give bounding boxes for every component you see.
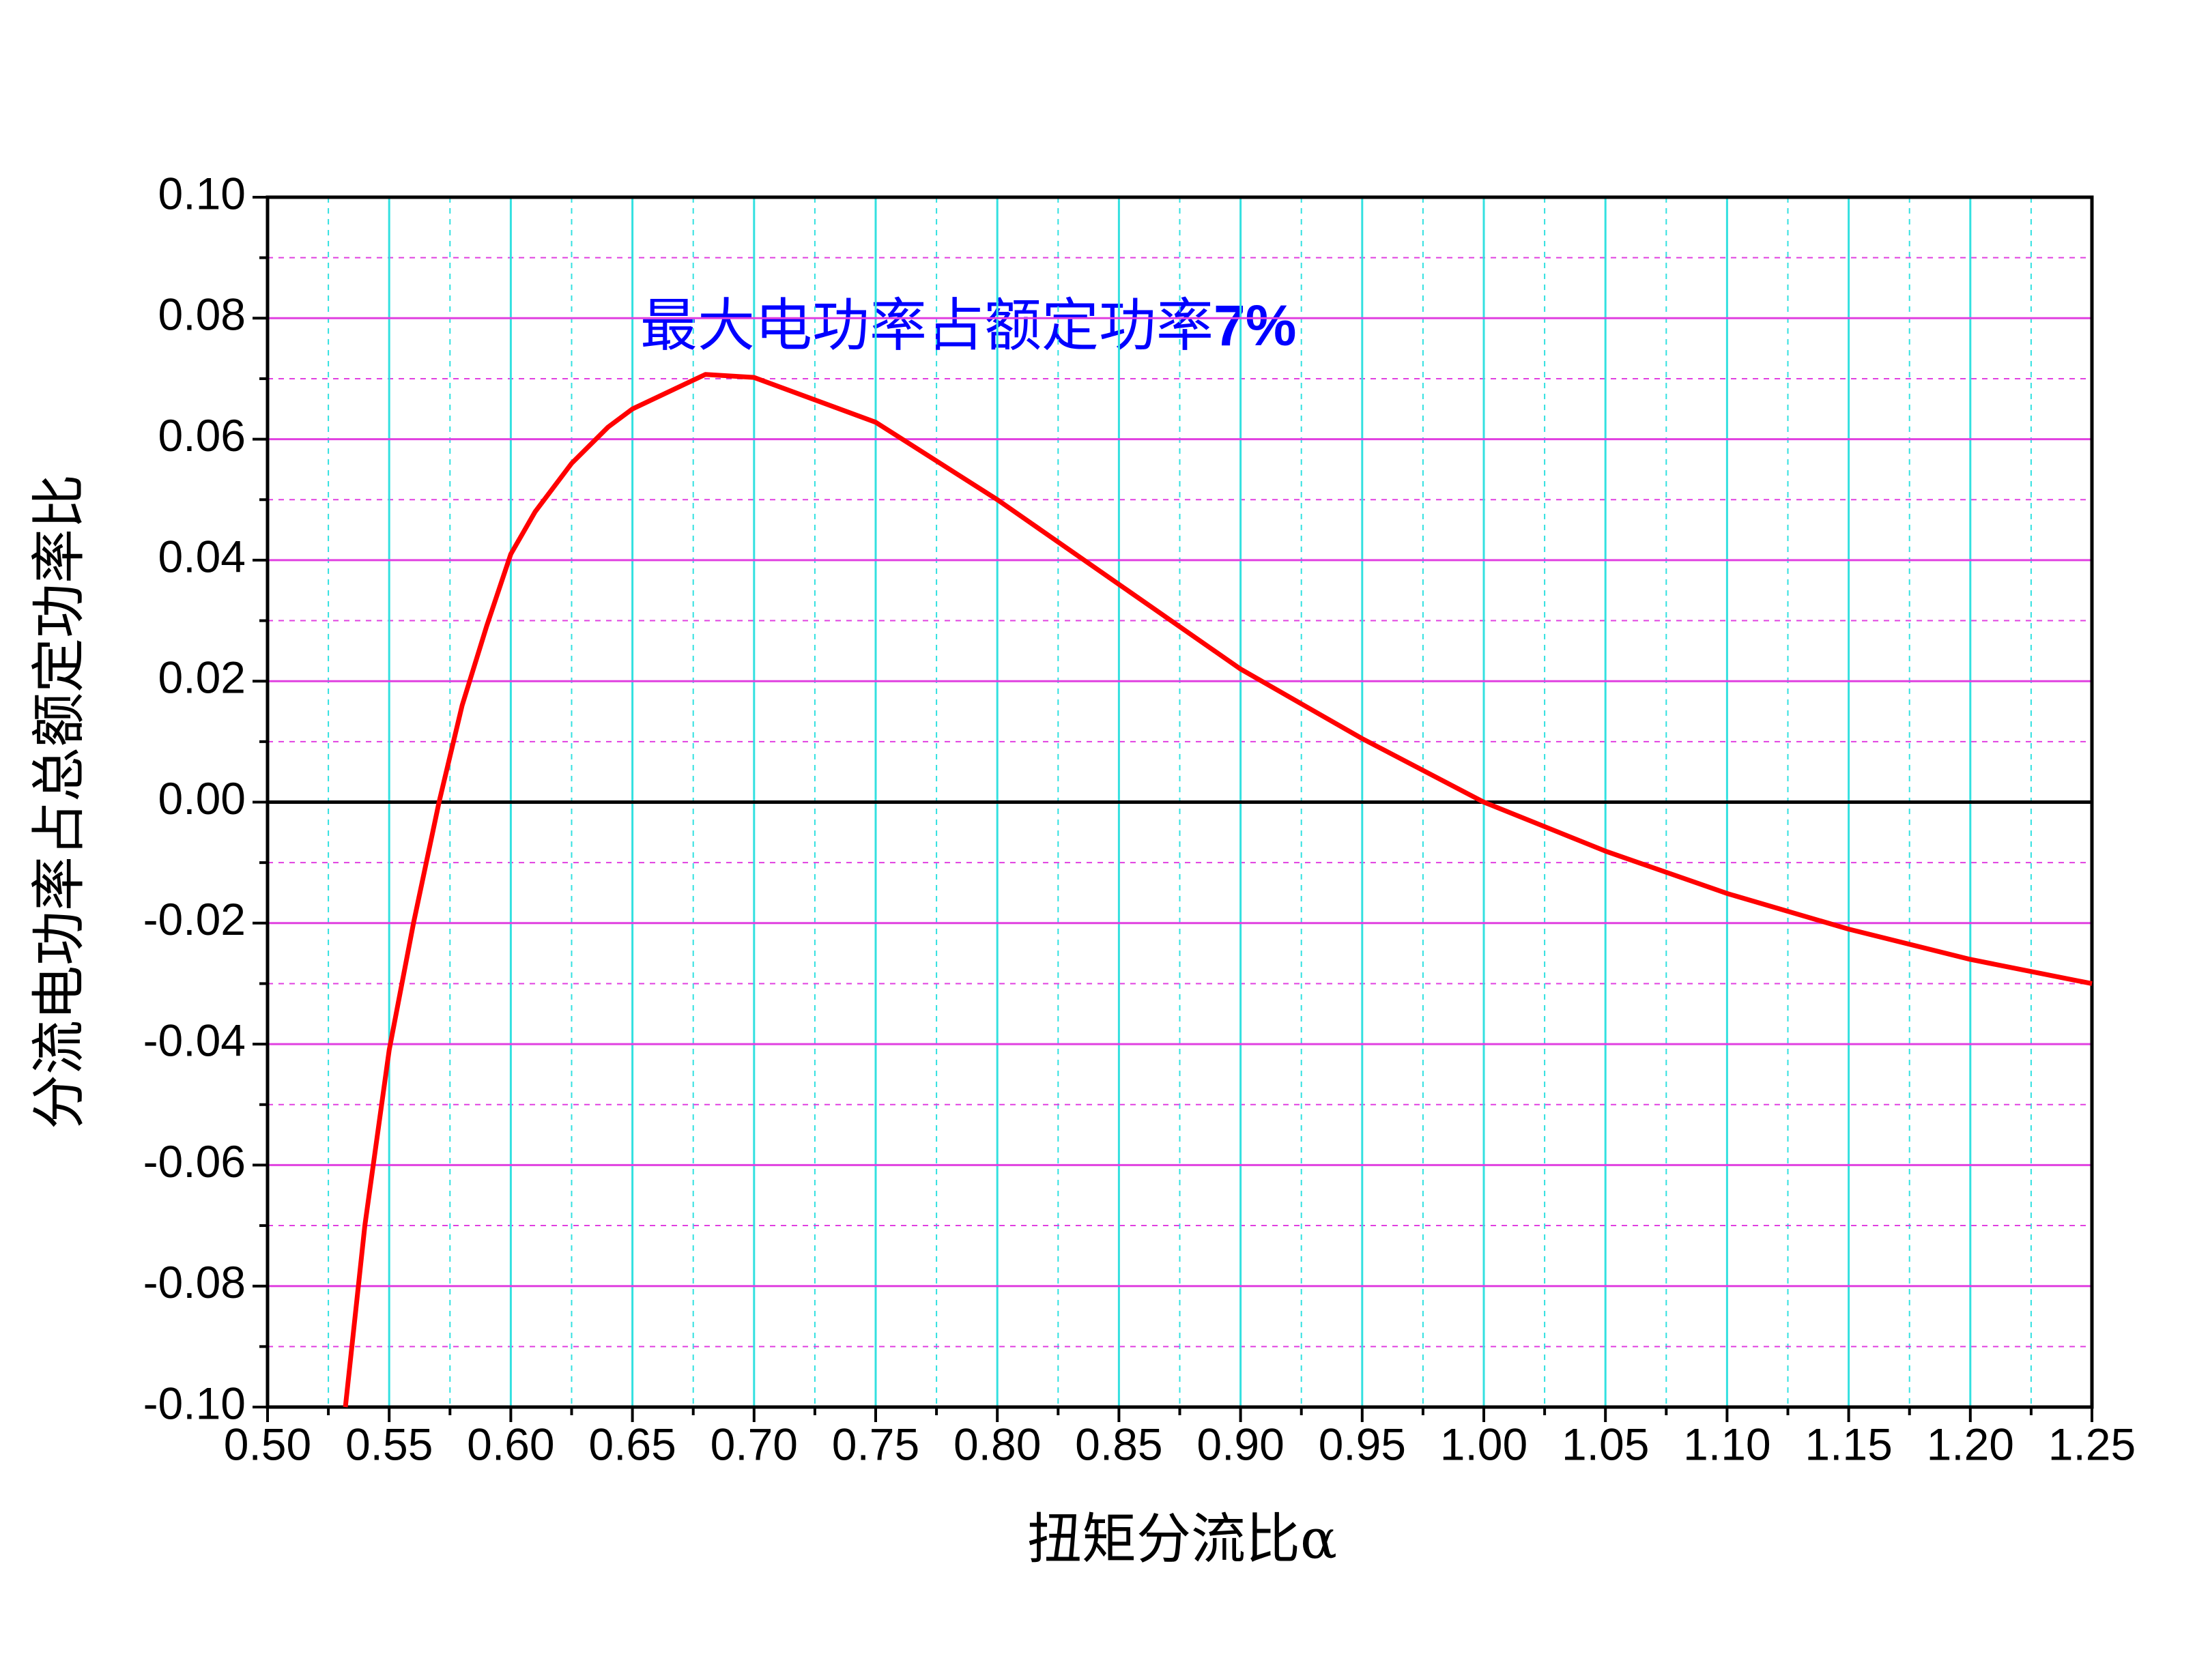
annotation: 最大电功率占额定功率7% — [640, 292, 1296, 359]
annotation-text: 最大电功率占额定功率 — [640, 292, 1214, 359]
y-tick-label: -0.02 — [143, 894, 246, 944]
annotation-highlight: 7% — [1214, 293, 1296, 358]
x-tick-label: 0.55 — [345, 1419, 433, 1469]
x-tick-label: 1.25 — [2048, 1419, 2136, 1469]
y-tick-label: 0.10 — [158, 168, 246, 218]
y-tick-label: -0.04 — [143, 1015, 246, 1066]
x-tick-label: 0.65 — [588, 1419, 676, 1469]
x-tick-label: 0.50 — [224, 1419, 311, 1469]
x-tick-label: 0.85 — [1075, 1419, 1162, 1469]
y-tick-label: -0.08 — [143, 1257, 246, 1307]
x-tick-label: 0.60 — [467, 1419, 554, 1469]
x-tick-label: 1.00 — [1440, 1419, 1527, 1469]
x-tick-label: 1.20 — [1927, 1419, 2014, 1469]
x-tick-label: 1.05 — [1562, 1419, 1649, 1469]
x-tick-label: 0.90 — [1196, 1419, 1284, 1469]
x-tick-label: 1.10 — [1683, 1419, 1770, 1469]
x-tick-label: 0.70 — [711, 1419, 798, 1469]
x-tick-label: 1.15 — [1805, 1419, 1892, 1469]
y-axis-title: 分流电功率占总额定功率比 — [27, 474, 91, 1129]
y-tick-label: 0.04 — [158, 531, 246, 581]
y-tick-label: 0.08 — [158, 289, 246, 340]
x-tick-label: 0.80 — [953, 1419, 1041, 1469]
y-tick-label: 0.02 — [158, 652, 246, 703]
plot-frame — [266, 195, 2094, 1409]
y-tick-label: -0.10 — [143, 1378, 246, 1428]
y-tick-label: 0.06 — [158, 410, 246, 461]
line-series — [343, 372, 2093, 1408]
x-tick-label: 0.95 — [1319, 1419, 1406, 1469]
y-tick-label: 0.00 — [158, 773, 246, 824]
y-tick-label: -0.06 — [143, 1136, 246, 1187]
x-tick-label: 0.75 — [832, 1419, 919, 1469]
x-axis-title: 扭矩分流比α — [1027, 1507, 1337, 1571]
